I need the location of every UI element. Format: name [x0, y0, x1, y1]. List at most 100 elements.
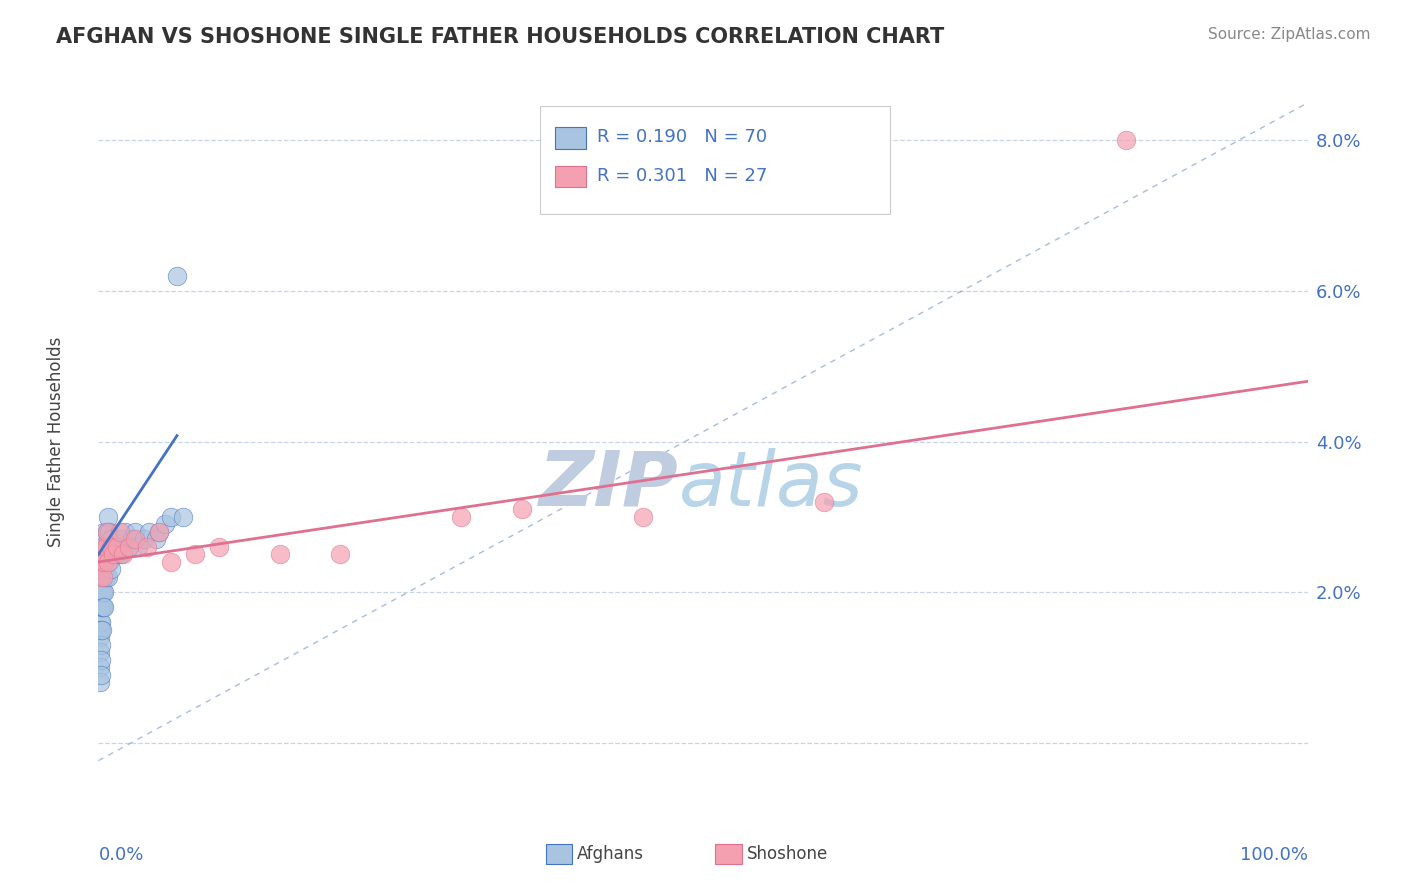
- Point: [127, 540, 149, 554]
- Point: [100, 540, 122, 554]
- Point: [631, 509, 654, 524]
- Point: [90, 555, 112, 569]
- Point: [118, 540, 141, 554]
- Point: [148, 524, 170, 539]
- Point: [90, 562, 112, 576]
- Point: [94, 540, 117, 554]
- Point: [160, 509, 183, 524]
- Point: [91, 540, 114, 554]
- Point: [90, 600, 112, 615]
- Point: [89, 570, 111, 584]
- Text: Shoshone: Shoshone: [747, 845, 828, 863]
- Point: [124, 533, 146, 547]
- Point: [93, 548, 115, 562]
- Point: [135, 540, 157, 554]
- Text: AFGHAN VS SHOSHONE SINGLE FATHER HOUSEHOLDS CORRELATION CHART: AFGHAN VS SHOSHONE SINGLE FATHER HOUSEHO…: [56, 27, 945, 46]
- Point: [121, 533, 143, 547]
- Point: [145, 533, 167, 547]
- Point: [111, 533, 134, 547]
- Point: [450, 509, 472, 524]
- Point: [108, 524, 131, 539]
- Point: [269, 548, 291, 562]
- Text: 100.0%: 100.0%: [1240, 847, 1308, 864]
- Point: [93, 600, 115, 615]
- FancyBboxPatch shape: [540, 105, 890, 214]
- Point: [91, 585, 114, 599]
- Point: [97, 540, 120, 554]
- Point: [98, 555, 121, 569]
- Point: [100, 562, 122, 576]
- Point: [108, 540, 131, 554]
- Point: [105, 540, 128, 554]
- Point: [90, 570, 112, 584]
- Text: atlas: atlas: [679, 448, 863, 522]
- Point: [93, 555, 115, 569]
- Text: Afghans: Afghans: [578, 845, 644, 863]
- Point: [89, 660, 111, 674]
- Bar: [546, 844, 572, 864]
- Point: [208, 540, 231, 554]
- Point: [91, 623, 114, 637]
- Point: [1115, 133, 1137, 147]
- Point: [96, 548, 118, 562]
- Point: [101, 548, 124, 562]
- Point: [91, 555, 114, 569]
- Text: Single Father Households: Single Father Households: [46, 336, 65, 547]
- Text: Source: ZipAtlas.com: Source: ZipAtlas.com: [1208, 27, 1371, 42]
- Point: [98, 524, 121, 539]
- Point: [93, 524, 115, 539]
- Point: [91, 555, 114, 569]
- Point: [89, 615, 111, 630]
- Point: [89, 600, 111, 615]
- Point: [96, 524, 118, 539]
- Point: [134, 533, 156, 547]
- Point: [172, 509, 194, 524]
- Point: [90, 668, 112, 682]
- Point: [510, 502, 533, 516]
- Text: R = 0.190   N = 70: R = 0.190 N = 70: [596, 128, 766, 145]
- Point: [93, 570, 115, 584]
- Point: [110, 548, 132, 562]
- Point: [89, 645, 111, 659]
- Point: [97, 570, 120, 584]
- Point: [111, 548, 134, 562]
- Point: [97, 509, 120, 524]
- Point: [91, 570, 114, 584]
- Point: [94, 540, 117, 554]
- Point: [91, 570, 114, 584]
- Point: [160, 555, 183, 569]
- Point: [91, 585, 114, 599]
- Point: [114, 524, 136, 539]
- Point: [90, 623, 112, 637]
- Point: [100, 540, 122, 554]
- Point: [89, 570, 111, 584]
- Text: R = 0.301   N = 27: R = 0.301 N = 27: [596, 167, 766, 185]
- Point: [103, 540, 125, 554]
- Bar: [555, 166, 586, 187]
- Point: [90, 585, 112, 599]
- Point: [89, 675, 111, 690]
- Point: [89, 585, 111, 599]
- Point: [138, 524, 160, 539]
- Text: 0.0%: 0.0%: [98, 847, 143, 864]
- Bar: [716, 844, 742, 864]
- Point: [91, 570, 114, 584]
- Point: [118, 540, 141, 554]
- Point: [104, 548, 127, 562]
- Point: [89, 630, 111, 644]
- Point: [91, 600, 114, 615]
- Point: [90, 548, 112, 562]
- Point: [89, 555, 111, 569]
- Point: [184, 548, 207, 562]
- Point: [89, 623, 111, 637]
- Point: [166, 268, 188, 283]
- Point: [91, 540, 114, 554]
- Point: [148, 524, 170, 539]
- Point: [101, 548, 124, 562]
- Point: [100, 533, 122, 547]
- Point: [94, 570, 117, 584]
- Point: [97, 555, 120, 569]
- Text: ZIP: ZIP: [538, 448, 679, 522]
- Point: [90, 638, 112, 652]
- Point: [813, 494, 835, 508]
